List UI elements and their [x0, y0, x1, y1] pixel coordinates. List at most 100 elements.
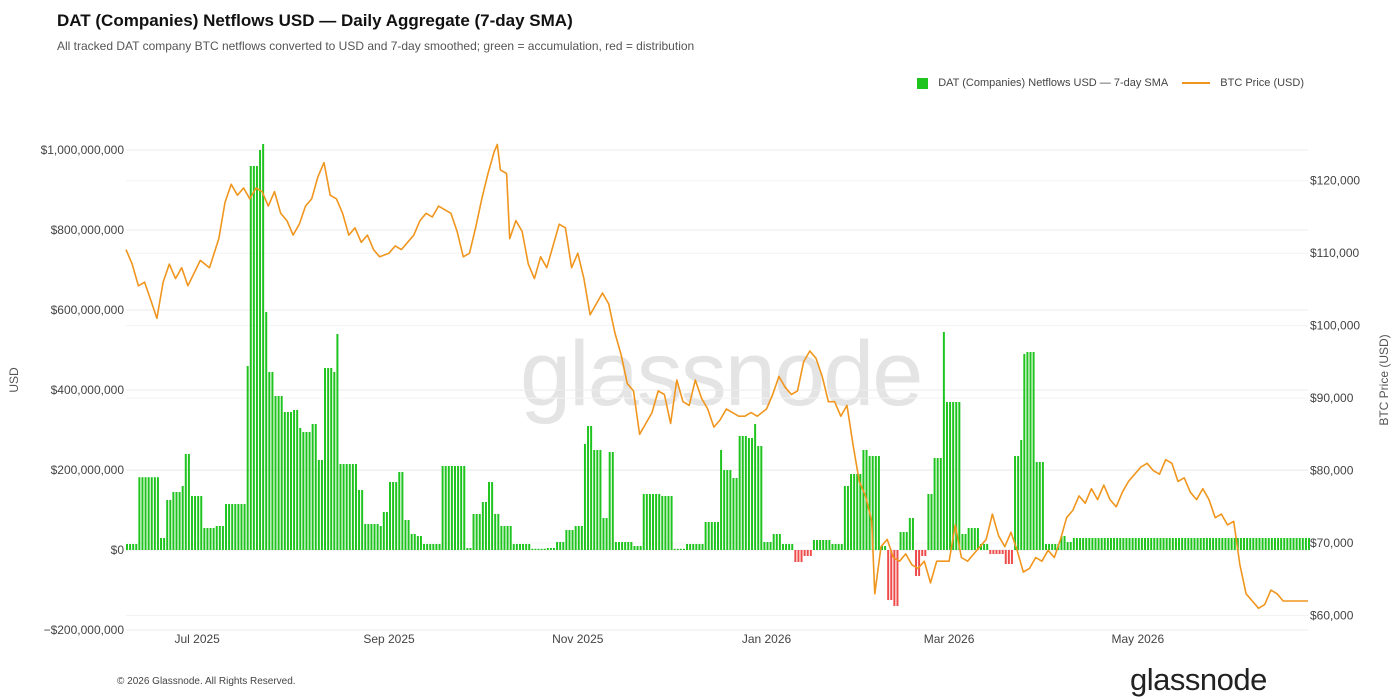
netflow-bar: [945, 402, 948, 550]
netflow-bar: [531, 548, 534, 550]
netflow-bar: [361, 490, 364, 550]
netflow-bar: [642, 494, 645, 550]
netflow-bar: [509, 526, 512, 550]
netflow-bar: [194, 496, 197, 550]
netflow-bar: [277, 396, 280, 550]
netflow-bar: [593, 450, 596, 550]
x-tick-label: Mar 2026: [924, 632, 975, 646]
netflow-bar: [568, 530, 571, 550]
netflow-bar: [540, 548, 543, 550]
netflow-bar: [1301, 538, 1304, 550]
netflow-bar: [1205, 538, 1208, 550]
netflow-bar: [392, 482, 395, 550]
netflow-bar: [419, 536, 422, 550]
netflow-bar: [1063, 536, 1066, 550]
netflow-bar: [788, 544, 791, 550]
netflow-bar: [475, 514, 478, 550]
netflow-bar: [1270, 538, 1273, 550]
netflow-bar: [1308, 538, 1310, 550]
netflow-bar: [816, 540, 819, 550]
netflow-bar: [404, 520, 407, 550]
netflow-bar: [317, 460, 320, 550]
netflow-bar: [658, 494, 661, 550]
netflow-bar: [1007, 550, 1010, 564]
netflow-bar: [453, 466, 456, 550]
netflow-bar: [850, 474, 853, 550]
btc-price-path: [125, 143, 1308, 610]
netflow-bar: [339, 464, 342, 550]
netflow-bar: [599, 450, 602, 550]
netflow-bar: [763, 542, 766, 550]
netflow-bar: [1174, 538, 1177, 550]
netflow-bar: [376, 524, 379, 550]
legend-item-netflows[interactable]: DAT (Companies) Netflows USD — 7-day SMA: [917, 77, 1168, 89]
netflow-bar: [670, 496, 673, 550]
netflow-bar: [126, 544, 128, 550]
netflow-bar: [1137, 538, 1140, 550]
netflow-bar: [367, 524, 370, 550]
netflow-bar: [608, 452, 611, 550]
netflow-bar: [494, 514, 497, 550]
netflow-bar: [1298, 538, 1301, 550]
netflow-bar: [132, 544, 135, 550]
netflow-bar: [754, 424, 757, 550]
chart-title: DAT (Companies) Netflows USD — Daily Agg…: [57, 11, 573, 30]
y2-tick-label: $70,000: [1310, 536, 1354, 550]
netflow-bar: [967, 528, 970, 550]
netflow-bar: [246, 366, 249, 550]
netflow-bar: [382, 512, 385, 550]
netflow-bar: [1187, 538, 1190, 550]
netflow-bar: [1134, 538, 1137, 550]
netflow-bar: [187, 454, 190, 550]
netflow-bar: [1113, 538, 1116, 550]
netflow-bar: [738, 436, 741, 550]
netflow-bar: [939, 458, 942, 550]
netflow-bar: [1153, 538, 1156, 550]
netflow-bar: [1029, 352, 1032, 550]
netflow-bar: [129, 544, 132, 550]
netflow-bar: [243, 504, 246, 550]
netflow-bar: [732, 478, 735, 550]
netflow-bar: [1273, 538, 1276, 550]
netflow-bar: [1258, 538, 1261, 550]
netflow-bar: [874, 456, 877, 550]
netflow-bar: [800, 550, 803, 562]
netflow-bar: [562, 542, 565, 550]
netflow-bar: [184, 454, 187, 550]
netflow-bar: [605, 518, 608, 550]
netflow-bar: [1181, 538, 1184, 550]
netflow-bar: [772, 534, 775, 550]
netflow-bar: [785, 544, 788, 550]
netflow-bar: [265, 312, 268, 550]
netflow-bar: [1193, 538, 1196, 550]
watermark: glassnode: [520, 323, 923, 425]
netflow-bar: [1283, 538, 1286, 550]
netflow-bar: [726, 470, 729, 550]
netflow-bar: [342, 464, 345, 550]
netflow-bar: [580, 526, 583, 550]
netflow-bar: [1041, 462, 1044, 550]
netflow-bar: [215, 526, 218, 550]
netflow-bar: [1224, 538, 1227, 550]
netflow-bar: [880, 546, 883, 550]
netflow-bar: [741, 436, 744, 550]
netflow-bar: [1017, 456, 1020, 550]
netflow-bar: [667, 496, 670, 550]
netflow-bar: [491, 482, 494, 550]
netflow-bar: [1156, 538, 1159, 550]
y2-tick-label: $120,000: [1310, 174, 1360, 188]
netflow-bar: [351, 464, 354, 550]
netflow-bar: [1243, 538, 1246, 550]
netflow-bar: [698, 544, 701, 550]
netflow-bar: [457, 466, 460, 550]
netflow-bar: [156, 477, 159, 550]
netflow-bar: [218, 526, 221, 550]
netflow-bars: [126, 144, 1310, 606]
legend-swatch-bar: [917, 77, 929, 89]
netflow-bar: [1066, 542, 1069, 550]
netflow-bar: [819, 540, 822, 550]
netflow-bar: [902, 532, 905, 550]
legend-item-btc-price[interactable]: BTC Price (USD): [1182, 77, 1304, 89]
netflow-bar: [701, 544, 704, 550]
netflow-bar: [1159, 538, 1162, 550]
